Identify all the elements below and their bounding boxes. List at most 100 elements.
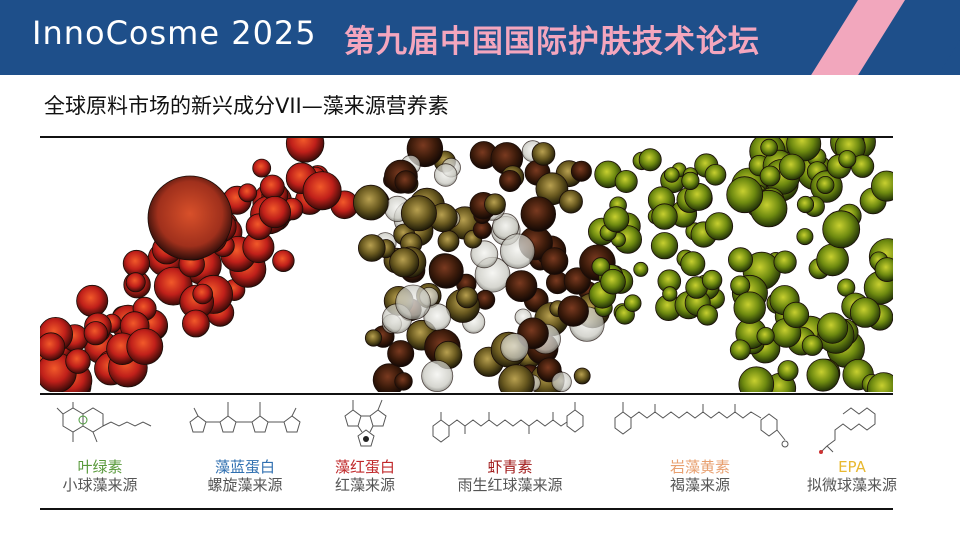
algae-cell xyxy=(777,360,799,382)
algae-cell xyxy=(498,364,535,392)
algae-cell xyxy=(633,261,649,277)
algae-cell xyxy=(573,367,591,385)
compound-list: 叶绿素 小球藻来源 藻蓝蛋白 螺旋藻来源 xyxy=(40,396,897,506)
algae-cell xyxy=(773,250,797,274)
algae-cells-illustration xyxy=(40,138,893,392)
algae-cell xyxy=(181,309,210,338)
algae-cell xyxy=(801,334,823,356)
algae-cell xyxy=(272,249,295,273)
algae-cell xyxy=(651,203,678,230)
algae-cell xyxy=(681,171,700,191)
algae-cell xyxy=(726,176,764,214)
algae-cell xyxy=(500,332,530,362)
compound-epa: EPA 拟微球藻来源 xyxy=(802,396,902,506)
algae-cell xyxy=(796,228,814,246)
algae-cell xyxy=(76,284,109,317)
compound-chlorophyll: 叶绿素 小球藻来源 xyxy=(40,396,160,506)
compound-source: 褐藻来源 xyxy=(669,476,730,494)
algae-cell xyxy=(838,150,857,169)
algae-cell xyxy=(696,304,719,326)
algae-cell xyxy=(285,138,325,163)
algae-cell xyxy=(421,359,454,392)
algae-cell xyxy=(704,163,727,186)
fucoxanthin-structure-icon xyxy=(614,402,789,448)
algae-cell xyxy=(456,286,479,309)
chlorophyll-structure-icon xyxy=(56,402,152,443)
forum-title: 第九届中国国际护肤技术论坛 xyxy=(344,24,760,60)
algae-cell xyxy=(40,332,66,361)
compound-source: 雨生红球藻来源 xyxy=(457,476,563,494)
algae-cell xyxy=(701,269,723,291)
algae-cell xyxy=(531,142,556,166)
middle-divider xyxy=(40,393,893,395)
algae-cell xyxy=(559,189,583,214)
algae-cell xyxy=(389,247,420,278)
algae-cell xyxy=(760,138,778,157)
algae-cell xyxy=(238,183,258,203)
algae-cell xyxy=(192,283,214,305)
algae-cell xyxy=(603,206,630,233)
algae-cell xyxy=(505,270,538,303)
algae-cell xyxy=(394,170,418,194)
algae-cell xyxy=(806,358,840,392)
algae-cell xyxy=(756,327,775,346)
brand-title: InnoCosme 2025 xyxy=(32,14,317,52)
algae-cell xyxy=(387,340,415,368)
algae-cell xyxy=(759,165,781,187)
algae-cell xyxy=(437,230,460,253)
compound-source: 红藻来源 xyxy=(334,476,395,494)
algae-cell xyxy=(83,321,108,346)
algae-cell xyxy=(822,210,861,249)
algae-cell xyxy=(65,348,91,374)
algae-cell xyxy=(428,253,464,289)
algae-cell xyxy=(302,171,342,211)
compound-name: 藻蓝蛋白 xyxy=(214,458,275,476)
algae-cell xyxy=(614,170,638,194)
compound-astaxanthin: 虾青素 雨生红球藻来源 xyxy=(425,396,595,506)
algae-cell xyxy=(259,174,285,200)
algae-cell xyxy=(394,372,413,391)
phycoerythrin-structure-icon xyxy=(344,399,387,447)
algae-cell xyxy=(623,294,642,313)
algae-cell xyxy=(600,268,626,295)
algae-cell xyxy=(650,232,679,260)
algae-cell xyxy=(423,303,452,331)
algae-cell xyxy=(728,247,754,273)
algae-microscopy-image xyxy=(40,138,893,392)
compound-source: 拟微球藻来源 xyxy=(806,476,897,494)
algae-cell xyxy=(874,257,893,282)
astaxanthin-structure-icon xyxy=(432,402,584,443)
slide-title: 全球原料市场的新兴成分VII—藻来源营养素 xyxy=(44,94,449,118)
algae-cell xyxy=(782,301,810,328)
compound-name: 岩藻黄素 xyxy=(669,458,730,476)
algae-cell xyxy=(126,328,164,365)
algae-cell xyxy=(849,297,881,328)
phycocyanin-structure-icon xyxy=(189,402,301,433)
algae-cell xyxy=(520,196,556,232)
header-banner: InnoCosme 2025 第九届中国国际护肤技术论坛 xyxy=(0,0,960,75)
algae-cell xyxy=(662,286,678,302)
epa-structure-icon xyxy=(819,407,876,454)
algae-cell xyxy=(551,371,572,392)
bottom-divider xyxy=(40,508,893,510)
algae-cell xyxy=(733,291,766,324)
algae-cell xyxy=(484,193,506,216)
algae-cell xyxy=(470,240,499,269)
algae-cell xyxy=(364,329,383,347)
algae-cell xyxy=(557,295,589,327)
algae-cell xyxy=(357,234,386,262)
algae-cell xyxy=(704,212,734,241)
algae-cell xyxy=(816,312,849,344)
algae-cell xyxy=(258,195,291,229)
compound-name: 叶绿素 xyxy=(77,458,123,476)
algae-cell xyxy=(125,272,146,293)
compound-source: 小球藻来源 xyxy=(62,476,138,494)
algae-cell xyxy=(395,284,431,321)
algae-cell xyxy=(816,176,835,195)
algae-cell xyxy=(729,339,751,361)
algae-cell xyxy=(540,247,569,275)
algae-cell xyxy=(147,175,233,261)
algae-cell xyxy=(663,167,680,183)
algae-cell xyxy=(570,160,592,182)
compound-name: EPA xyxy=(838,458,866,476)
